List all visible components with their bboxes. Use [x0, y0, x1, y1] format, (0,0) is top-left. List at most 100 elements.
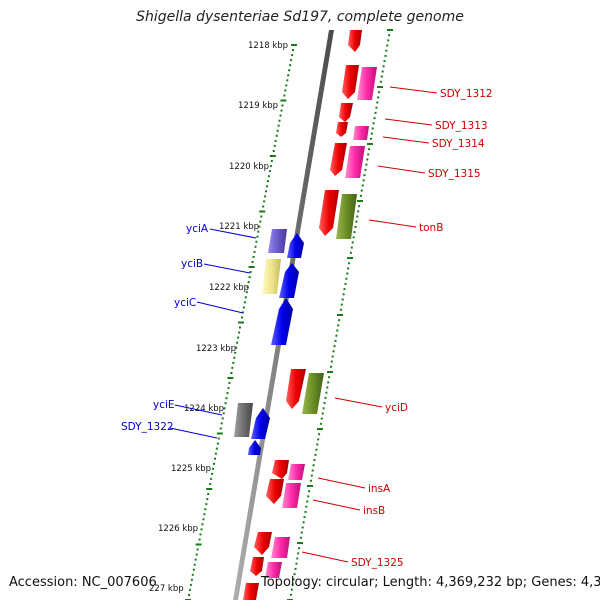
gene-label[interactable]: SDY_1322 — [121, 421, 174, 433]
gene-label[interactable]: yciE — [153, 399, 175, 411]
gene-arrow[interactable] — [342, 65, 359, 99]
minor-tick — [293, 573, 296, 576]
gene-arrow[interactable] — [357, 67, 377, 100]
major-tick — [248, 266, 255, 268]
minor-tick — [379, 80, 382, 83]
gene-arrow[interactable] — [286, 369, 306, 409]
minor-tick — [329, 365, 332, 368]
gene-arrow[interactable] — [336, 122, 348, 137]
gene-arrow[interactable] — [271, 298, 293, 345]
major-tick — [357, 200, 363, 202]
gene-arrow[interactable] — [268, 229, 287, 253]
minor-tick — [303, 516, 306, 519]
kbp-label: 1221 kbp — [219, 222, 259, 232]
minor-tick — [272, 150, 275, 152]
minor-tick — [365, 163, 368, 166]
kbp-label: 1223 kbp — [196, 344, 236, 354]
minor-tick — [195, 553, 198, 556]
gene-arrow[interactable] — [282, 483, 301, 508]
minor-tick — [209, 483, 212, 485]
gene-arrow[interactable] — [353, 126, 369, 140]
gene-arrow[interactable] — [248, 440, 261, 455]
minor-tick — [223, 407, 226, 410]
gene-arrow[interactable] — [234, 403, 253, 437]
minor-tick — [297, 552, 300, 555]
minor-tick — [276, 129, 279, 132]
gene-label[interactable]: insB — [363, 505, 385, 517]
minor-tick — [372, 122, 375, 125]
left-tick-track — [185, 44, 297, 600]
gene-arrow[interactable] — [250, 557, 264, 576]
minor-tick — [353, 231, 356, 234]
gene-label[interactable]: SDY_1312 — [440, 88, 493, 100]
minor-tick — [200, 528, 203, 531]
minor-tick — [360, 189, 363, 192]
major-tick — [297, 542, 303, 544]
minor-tick — [291, 54, 294, 57]
minor-tick — [301, 526, 304, 529]
minor-tick — [191, 573, 194, 576]
gene-arrow[interactable] — [262, 259, 281, 294]
minor-tick — [385, 49, 388, 52]
gene-arrow[interactable] — [287, 233, 304, 258]
gene-arrow[interactable] — [251, 408, 270, 439]
minor-tick — [228, 382, 231, 384]
minor-tick — [219, 427, 222, 430]
minor-tick — [312, 464, 315, 467]
minor-tick — [285, 84, 288, 87]
major-tick — [227, 377, 234, 379]
minor-tick — [350, 246, 353, 249]
minor-tick — [371, 127, 374, 130]
gene-label[interactable]: SDY_1325 — [351, 557, 404, 569]
gene-label[interactable]: SDY_1315 — [428, 168, 481, 180]
gene-arrow[interactable] — [336, 194, 357, 239]
gene-arrow[interactable] — [243, 583, 259, 600]
gene-label[interactable]: insA — [368, 483, 391, 495]
gene-arrow[interactable] — [279, 263, 299, 298]
minor-tick — [286, 79, 289, 82]
gene-arrow[interactable] — [265, 562, 282, 578]
right-tick-track — [287, 29, 393, 600]
gene-arrow[interactable] — [345, 146, 365, 178]
minor-tick — [299, 536, 302, 539]
minor-tick — [248, 276, 251, 279]
gene-arrow[interactable] — [302, 373, 324, 414]
minor-tick — [249, 271, 252, 273]
gene-arrow[interactable] — [254, 532, 272, 555]
gene-label[interactable]: yciD — [385, 402, 408, 414]
gene-arrow[interactable] — [272, 460, 289, 479]
minor-tick — [226, 392, 229, 395]
minor-tick — [357, 210, 360, 213]
minor-tick — [292, 49, 294, 51]
gene-arrow[interactable] — [266, 479, 284, 504]
gene-arrow[interactable] — [348, 30, 362, 52]
minor-tick — [283, 94, 286, 97]
gene-label[interactable]: yciB — [181, 258, 203, 270]
major-tick — [377, 86, 383, 88]
minor-tick — [335, 334, 338, 337]
minor-tick — [300, 531, 303, 534]
gene-arrow[interactable] — [288, 464, 305, 480]
gene-arrow[interactable] — [319, 190, 339, 236]
kbp-label: 1220 kbp — [229, 162, 269, 172]
gene-label[interactable]: yciA — [186, 223, 209, 235]
gene-label[interactable]: SDY_1313 — [435, 120, 488, 132]
gene-label[interactable]: tonB — [419, 222, 443, 234]
gene-label[interactable]: SDY_1314 — [432, 138, 485, 150]
minor-tick — [246, 286, 249, 289]
minor-tick — [388, 34, 391, 37]
gene-arrow[interactable] — [330, 143, 347, 176]
minor-tick — [242, 306, 245, 309]
minor-tick — [324, 396, 327, 399]
minor-tick — [306, 500, 309, 503]
gene-label[interactable]: yciC — [174, 297, 196, 309]
minor-tick — [287, 74, 290, 77]
minor-tick — [213, 462, 215, 465]
gene-arrow[interactable] — [271, 537, 290, 558]
minor-tick — [289, 593, 292, 596]
minor-tick — [260, 215, 263, 218]
minor-tick — [264, 195, 267, 198]
minor-tick — [231, 366, 234, 369]
minor-tick — [196, 548, 199, 551]
gene-arrow[interactable] — [339, 103, 353, 122]
